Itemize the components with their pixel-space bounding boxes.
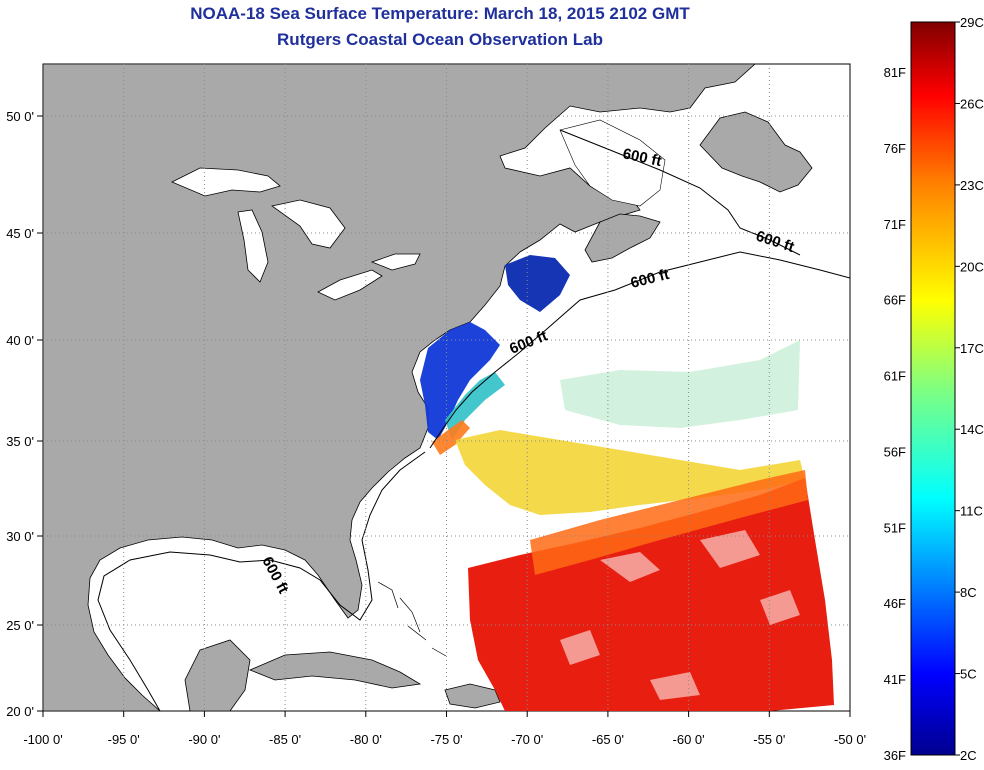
colorbar-celsius-label: 29C [960, 15, 984, 30]
colorbar-fahrenheit-label: 76F [884, 141, 906, 156]
lon-tick-label: -85 0' [269, 732, 301, 747]
colorbar-celsius-label: 11C [960, 504, 983, 519]
sst-gulf-maine-cold [505, 255, 570, 312]
colorbar-celsius-label: 17C [960, 341, 984, 356]
longitude-labels: -100 0' -95 0' -90 0' -85 0' -80 0' -75 0' -70… [23, 711, 866, 747]
land-newfoundland [699, 111, 813, 193]
colorbar [910, 21, 956, 756]
lon-tick-label: -95 0' [108, 732, 140, 747]
colorbar-fahrenheit-label: 46F [884, 596, 906, 611]
sst-sparse-north-pixels [560, 340, 800, 428]
isobath-600ft [429, 251, 850, 449]
map-title: NOAA-18 Sea Surface Temperature: March 1… [190, 4, 690, 23]
land-yucatan [184, 639, 251, 711]
sst-mid-atlantic-cold [420, 322, 500, 440]
sst-subtropical-orange-band [530, 470, 808, 575]
land-nova-scotia [584, 213, 661, 263]
land-north-america [43, 64, 756, 711]
map-subtitle: Rutgers Coastal Ocean Observation Lab [277, 30, 603, 49]
isobath-600ft-north [559, 129, 801, 256]
colorbar-fahrenheit-label: 71F [884, 217, 906, 232]
colorbar-fahrenheit-label: 56F [884, 444, 906, 459]
lon-tick-label: -55 0' [753, 732, 785, 747]
land-hispaniola [444, 683, 501, 709]
lon-tick-label: -70 0' [511, 732, 543, 747]
colorbar-celsius-label: 26C [960, 96, 984, 111]
colorbar-celsius-label: 5C [960, 667, 977, 682]
sst-cloud-gaps [560, 530, 800, 700]
colorbar-fahrenheit-label: 61F [884, 369, 906, 384]
lon-tick-label: -50 0' [834, 732, 866, 747]
lat-tick-label: 45 0' [6, 226, 34, 241]
land-cuba [248, 651, 422, 689]
colorbar-labels: 29C 26C 23C 20C 17C 14C 11C 8C 5C 2C 81F 76F 71F 66F 6… [884, 15, 984, 763]
colorbar-fahrenheit-label: 81F [884, 65, 906, 80]
lat-tick-label: 25 0' [6, 618, 34, 633]
lon-tick-label: -80 0' [350, 732, 382, 747]
sst-data [420, 255, 834, 711]
lake-michigan-huron [237, 199, 346, 283]
lon-tick-label: -90 0' [188, 732, 220, 747]
colorbar-celsius-label: 14C [960, 422, 984, 437]
colorbar-celsius-label: 8C [960, 585, 977, 600]
lat-tick-label: 20 0' [6, 704, 34, 719]
gulf-st-lawrence [559, 119, 666, 207]
lake-erie-ontario [317, 253, 421, 301]
gridlines [43, 64, 850, 711]
lat-tick-label: 40 0' [6, 333, 34, 348]
sst-cape-hatteras-warm [432, 420, 470, 455]
lon-tick-label: -75 0' [430, 732, 462, 747]
colorbar-celsius-label: 2C [960, 748, 977, 763]
lon-tick-label: -65 0' [592, 732, 624, 747]
colorbar-fahrenheit-label: 36F [884, 748, 906, 763]
lake-superior [171, 167, 281, 197]
colorbar-celsius-label: 20C [960, 259, 984, 274]
colorbar-celsius-label: 23C [960, 178, 984, 193]
land-bahamas [377, 581, 447, 657]
lat-tick-label: 50 0' [6, 109, 34, 124]
colorbar-fahrenheit-label: 41F [884, 672, 906, 687]
colorbar-fahrenheit-label: 51F [884, 520, 906, 535]
lat-tick-label: 30 0' [6, 529, 34, 544]
lat-tick-label: 35 0' [6, 434, 34, 449]
lon-tick-label: -60 0' [673, 732, 705, 747]
latitude-labels: 50 0' 45 0' 40 0' 35 0' 30 0' 25 0' 20 0' [6, 109, 43, 719]
lon-tick-label: -100 0' [23, 732, 62, 747]
colorbar-fahrenheit-label: 66F [884, 293, 906, 308]
